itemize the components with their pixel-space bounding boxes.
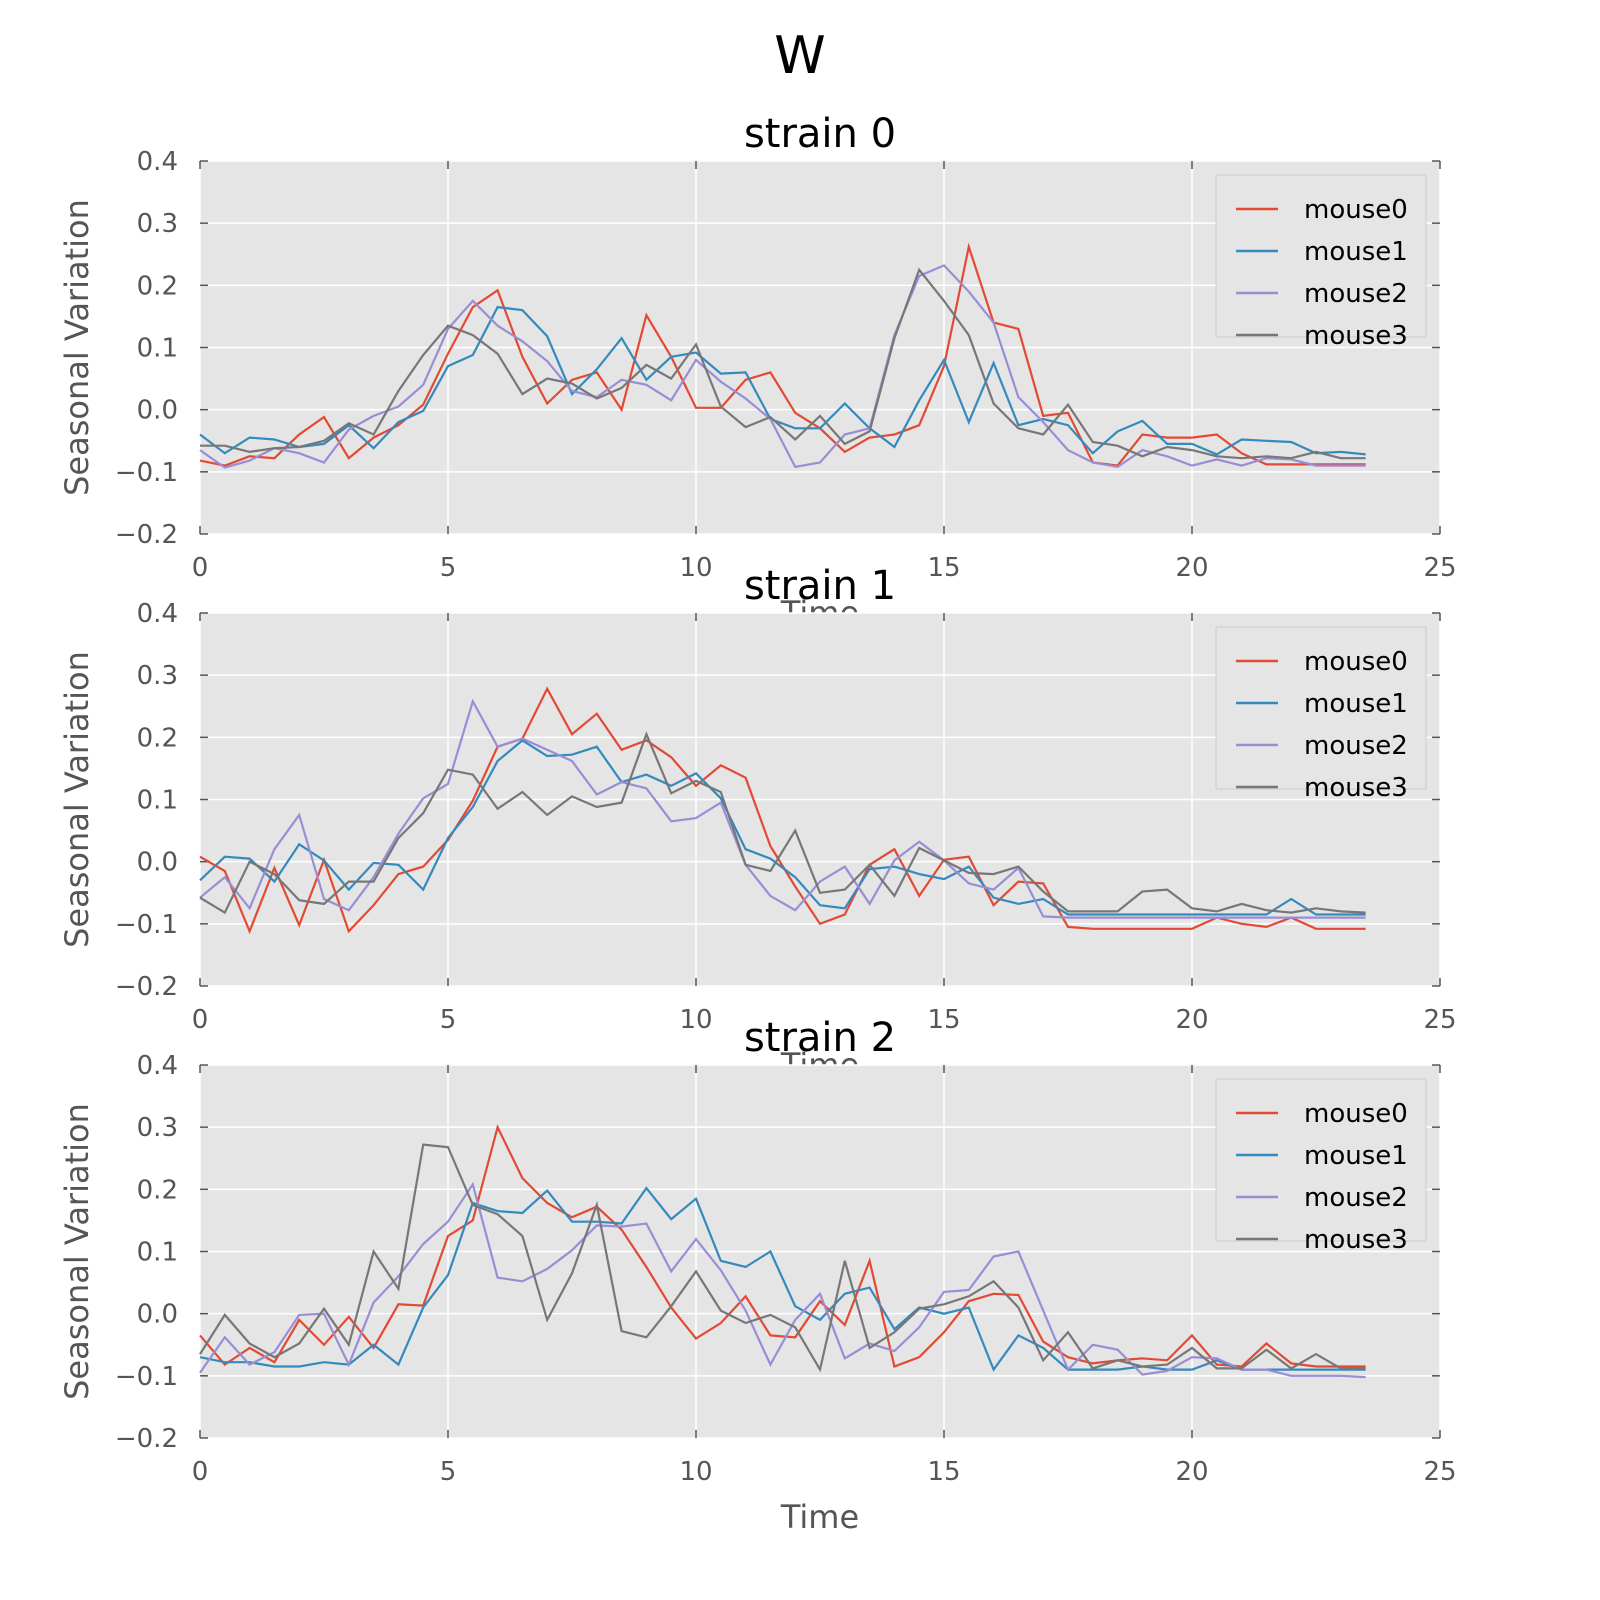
x-tick-label: 15 [927,1457,960,1487]
legend-label: mouse2 [1304,279,1408,309]
series-lines [199,686,1366,935]
y-tick-label: 0.2 [137,271,178,301]
legend: mouse0 mouse1 mouse2 mouse3 [1215,1078,1427,1255]
subplot-strain-0: 0 5 10 15 20 250.40.30.20.10.0−0.1−0.2mouse0m… [58,111,1457,632]
y-tick-label: 0.1 [137,786,178,816]
series-line-mouse0 [199,686,1366,935]
x-tick-label: 20 [1175,1457,1208,1487]
y-tick-label: 0.0 [137,1300,178,1330]
y-tick-label: −0.1 [115,910,178,940]
legend-box [1215,1078,1427,1242]
x-tick-label: 15 [927,553,960,583]
series-line-mouse3 [199,731,1366,915]
ticks: 0 5 10 15 20 25 0.4 0.3 0.2 0.1 0.0 −0.1 −0.2 [115,599,1457,1035]
legend: mouse0 mouse1 mouse2 mouse3 [1215,626,1427,803]
y-tick-label: 0.0 [137,848,178,878]
y-tick-label: 0.4 [137,1051,178,1081]
x-tick-label: 0 [192,1457,209,1487]
ticks: 0 5 10 15 20 25 0.4 0.3 0.2 0.1 0.0 −0.1 −0.2 [115,147,1457,583]
legend-label: mouse3 [1304,773,1408,803]
series-line-mouse0 [199,1124,1366,1368]
ticks: 0 5 10 15 20 25 0.4 0.3 0.2 0.1 0.0 −0.1 −0.2 [115,1051,1457,1487]
series-line-mouse2 [199,698,1366,919]
x-tick-label: 5 [440,1457,457,1487]
x-tick-label: 25 [1423,1005,1456,1035]
x-tick-label: 5 [440,1005,457,1035]
series-line-mouse1 [199,305,1366,456]
x-tick-label: 10 [679,1457,712,1487]
gridlines [199,1064,1441,1439]
y-tick-label: 0.2 [137,1175,178,1205]
x-tick-label: 25 [1423,553,1456,583]
legend-label: mouse0 [1304,1099,1408,1129]
legend-label: mouse2 [1304,731,1408,761]
y-tick-label: −0.2 [115,972,178,1002]
subplot-title: strain 2 [744,1015,896,1061]
legend-label: mouse0 [1304,647,1408,677]
y-tick-label: 0.4 [137,599,178,629]
y-tick-label: 0.3 [137,209,178,239]
subplot-strain-1: 0 5 10 15 20 250.40.30.20.10.0−0.1−0.2mouse0m… [58,563,1457,1084]
y-axis-label: Seasonal Variation [58,199,96,496]
series-line-mouse3 [200,267,1366,460]
subplot-title: strain 0 [744,111,896,157]
y-tick-label: 0.3 [137,661,178,691]
y-tick-label: 0.4 [137,147,178,177]
y-axis-label: Seasonal Variation [58,1103,96,1400]
y-tick-label: 0.1 [137,1238,178,1268]
legend-label: mouse2 [1304,1183,1408,1213]
x-tick-label: 0 [192,553,209,583]
series-line-mouse2 [199,264,1366,469]
series-lines [199,242,1366,469]
legend-box [1215,626,1427,790]
y-tick-label: −0.2 [115,520,178,550]
subplot-strain-2: 0 5 10 15 20 250.40.30.20.10.0−0.1−0.2mouse0m… [58,1015,1457,1536]
x-tick-label: 10 [679,553,712,583]
legend-label: mouse1 [1304,689,1408,719]
legend-label: mouse3 [1304,321,1408,351]
legend-label: mouse0 [1304,195,1408,225]
x-tick-label: 10 [679,1005,712,1035]
y-tick-label: −0.2 [115,1424,178,1454]
x-tick-label: 20 [1175,1005,1208,1035]
legend-label: mouse1 [1304,1141,1408,1171]
y-tick-label: 0.0 [137,396,178,426]
series-line-mouse1 [199,739,1366,916]
x-axis-label: Time [780,1498,859,1536]
legend-label: mouse3 [1304,1225,1408,1255]
y-tick-label: 0.1 [137,334,178,364]
y-tick-label: 0.3 [137,1113,178,1143]
x-tick-label: 20 [1175,553,1208,583]
legend: mouse0 mouse1 mouse2 mouse3 [1215,174,1427,351]
y-axis-label: Seasonal Variation [58,651,96,948]
y-tick-label: −0.1 [115,1362,178,1392]
y-tick-label: −0.1 [115,458,178,488]
y-tick-label: 0.2 [137,723,178,753]
subplot-title: strain 1 [744,563,896,609]
series-line-mouse3 [199,1143,1366,1373]
legend-label: mouse1 [1304,237,1408,267]
figure-title: W [774,26,825,86]
x-tick-label: 0 [192,1005,209,1035]
series-lines [199,1124,1366,1379]
x-tick-label: 25 [1423,1457,1456,1487]
x-tick-label: 5 [440,553,457,583]
x-tick-label: 15 [927,1005,960,1035]
legend-box [1215,174,1427,338]
